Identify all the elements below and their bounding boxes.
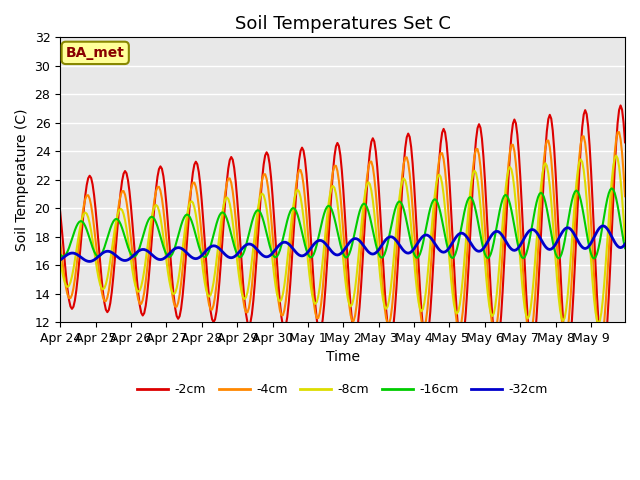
-32cm [86, 259, 93, 264]
-16cm [459, 217, 467, 223]
-4cm [459, 309, 467, 315]
-8cm [595, 321, 602, 326]
-2cm [620, 120, 627, 125]
-4cm [56, 239, 64, 244]
-2cm [347, 304, 355, 310]
-2cm [543, 128, 550, 134]
-32cm [460, 231, 468, 237]
-32cm [56, 257, 64, 263]
Line: -2cm: -2cm [60, 106, 625, 359]
-32cm [620, 243, 627, 249]
-16cm [621, 245, 629, 251]
-4cm [621, 193, 629, 199]
-16cm [56, 252, 64, 257]
Legend: -2cm, -4cm, -8cm, -16cm, -32cm: -2cm, -4cm, -8cm, -16cm, -32cm [132, 378, 553, 401]
-8cm [620, 215, 627, 221]
-32cm [621, 241, 629, 247]
-4cm [76, 238, 83, 244]
-16cm [620, 238, 627, 244]
-32cm [545, 246, 552, 252]
-4cm [543, 138, 550, 144]
Line: -16cm: -16cm [60, 188, 625, 259]
-2cm [93, 222, 101, 228]
-32cm [76, 253, 83, 259]
-8cm [93, 266, 101, 272]
Line: -4cm: -4cm [60, 132, 625, 341]
-2cm [621, 140, 629, 145]
-2cm [617, 103, 625, 108]
Title: Soil Temperatures Set C: Soil Temperatures Set C [235, 15, 451, 33]
-2cm [76, 258, 83, 264]
-16cm [93, 253, 101, 259]
Text: BA_met: BA_met [66, 46, 125, 60]
-8cm [621, 237, 629, 243]
Y-axis label: Soil Temperature (C): Soil Temperature (C) [15, 108, 29, 251]
-4cm [347, 312, 355, 318]
-8cm [76, 229, 83, 235]
-32cm [95, 253, 102, 259]
-32cm [348, 237, 356, 243]
-8cm [459, 276, 467, 281]
-16cm [76, 219, 83, 225]
-8cm [543, 163, 550, 168]
-8cm [56, 257, 64, 263]
-16cm [543, 206, 550, 212]
-16cm [347, 247, 355, 252]
-2cm [459, 339, 467, 345]
X-axis label: Time: Time [326, 350, 360, 364]
-8cm [347, 303, 355, 309]
-2cm [599, 356, 607, 361]
Line: -8cm: -8cm [60, 156, 625, 324]
-16cm [590, 256, 598, 262]
-4cm [615, 129, 623, 135]
-4cm [598, 338, 605, 344]
-32cm [599, 223, 607, 229]
-4cm [620, 169, 627, 175]
-8cm [612, 153, 620, 158]
-4cm [93, 252, 101, 257]
Line: -32cm: -32cm [60, 226, 625, 262]
-2cm [56, 209, 64, 215]
-16cm [608, 185, 616, 191]
